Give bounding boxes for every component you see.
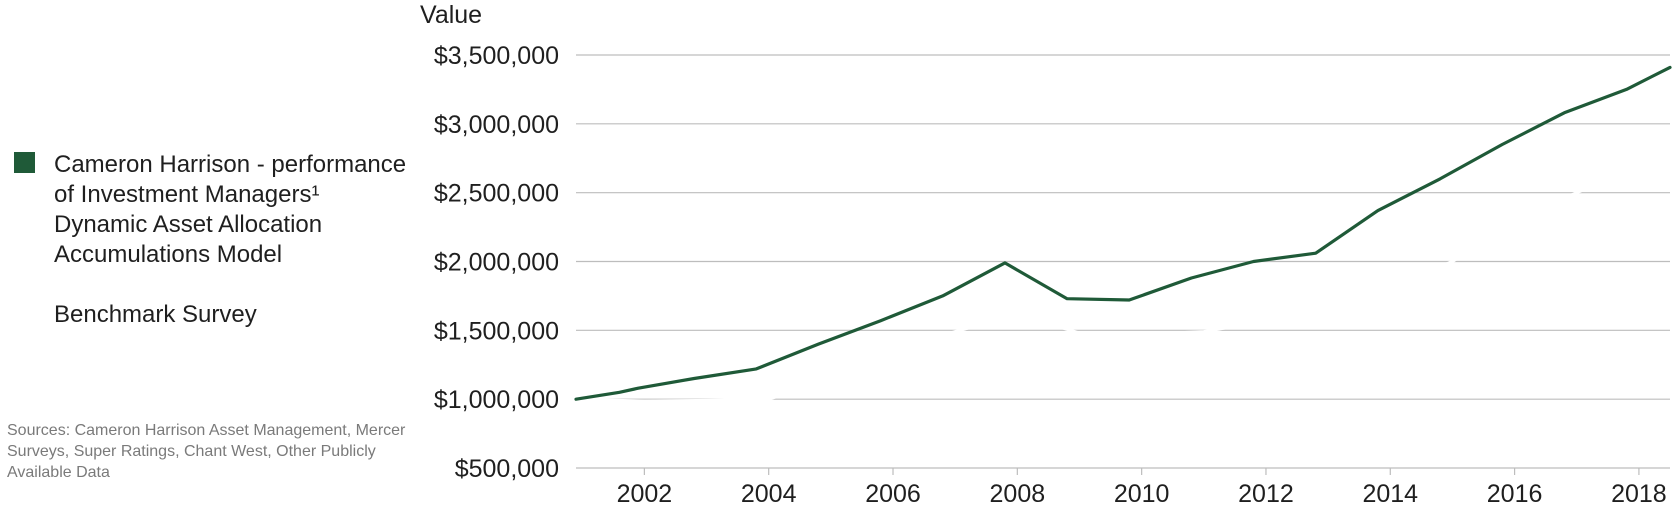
y-tick-label: $500,000 (455, 455, 559, 483)
legend-label: Benchmark Survey (54, 301, 257, 328)
y-tick-label: $3,000,000 (434, 111, 559, 139)
y-axis-label: Value (420, 1, 482, 29)
x-tick-label: 2002 (617, 480, 673, 508)
legend-swatch-white (14, 302, 35, 323)
series-line (574, 65, 1672, 401)
x-tick-label: 2010 (1114, 480, 1170, 508)
legend-label: Cameron Harrison - performance of Invest… (54, 151, 407, 268)
legend: Cameron Harrison - performance of Invest… (12, 150, 412, 330)
legend-swatch-green (14, 152, 35, 173)
y-tick-label: $2,000,000 (434, 249, 559, 277)
y-tick-label: $3,500,000 (434, 42, 559, 70)
x-tick-label: 2006 (865, 480, 921, 508)
y-axis-ticks: $500,000 $1,000,000 $1,500,000 $2,000,000 $2… (434, 42, 559, 483)
x-axis-ticks: 2002 2004 2006 2008 2010 2012 2014 2016 2018 (617, 468, 1667, 508)
x-tick-label: 2004 (741, 480, 797, 508)
gridlines (576, 54, 1670, 469)
legend-item-cameron-harrison: Cameron Harrison - performance of Invest… (12, 150, 412, 270)
x-tick-label: 2014 (1362, 480, 1418, 508)
y-tick-label: $2,500,000 (434, 180, 559, 208)
y-tick-label: $1,500,000 (434, 317, 559, 345)
x-tick-label: 2016 (1487, 480, 1543, 508)
legend-item-benchmark-survey: Benchmark Survey (12, 300, 412, 330)
x-tick-label: 2018 (1611, 480, 1667, 508)
y-tick-label: $1,000,000 (434, 386, 559, 414)
sources-note: Sources: Cameron Harrison Asset Manageme… (7, 422, 406, 481)
x-tick-label: 2008 (990, 480, 1046, 508)
series-lines (574, 65, 1672, 403)
x-tick-label: 2012 (1238, 480, 1294, 508)
series-line (574, 149, 1672, 403)
